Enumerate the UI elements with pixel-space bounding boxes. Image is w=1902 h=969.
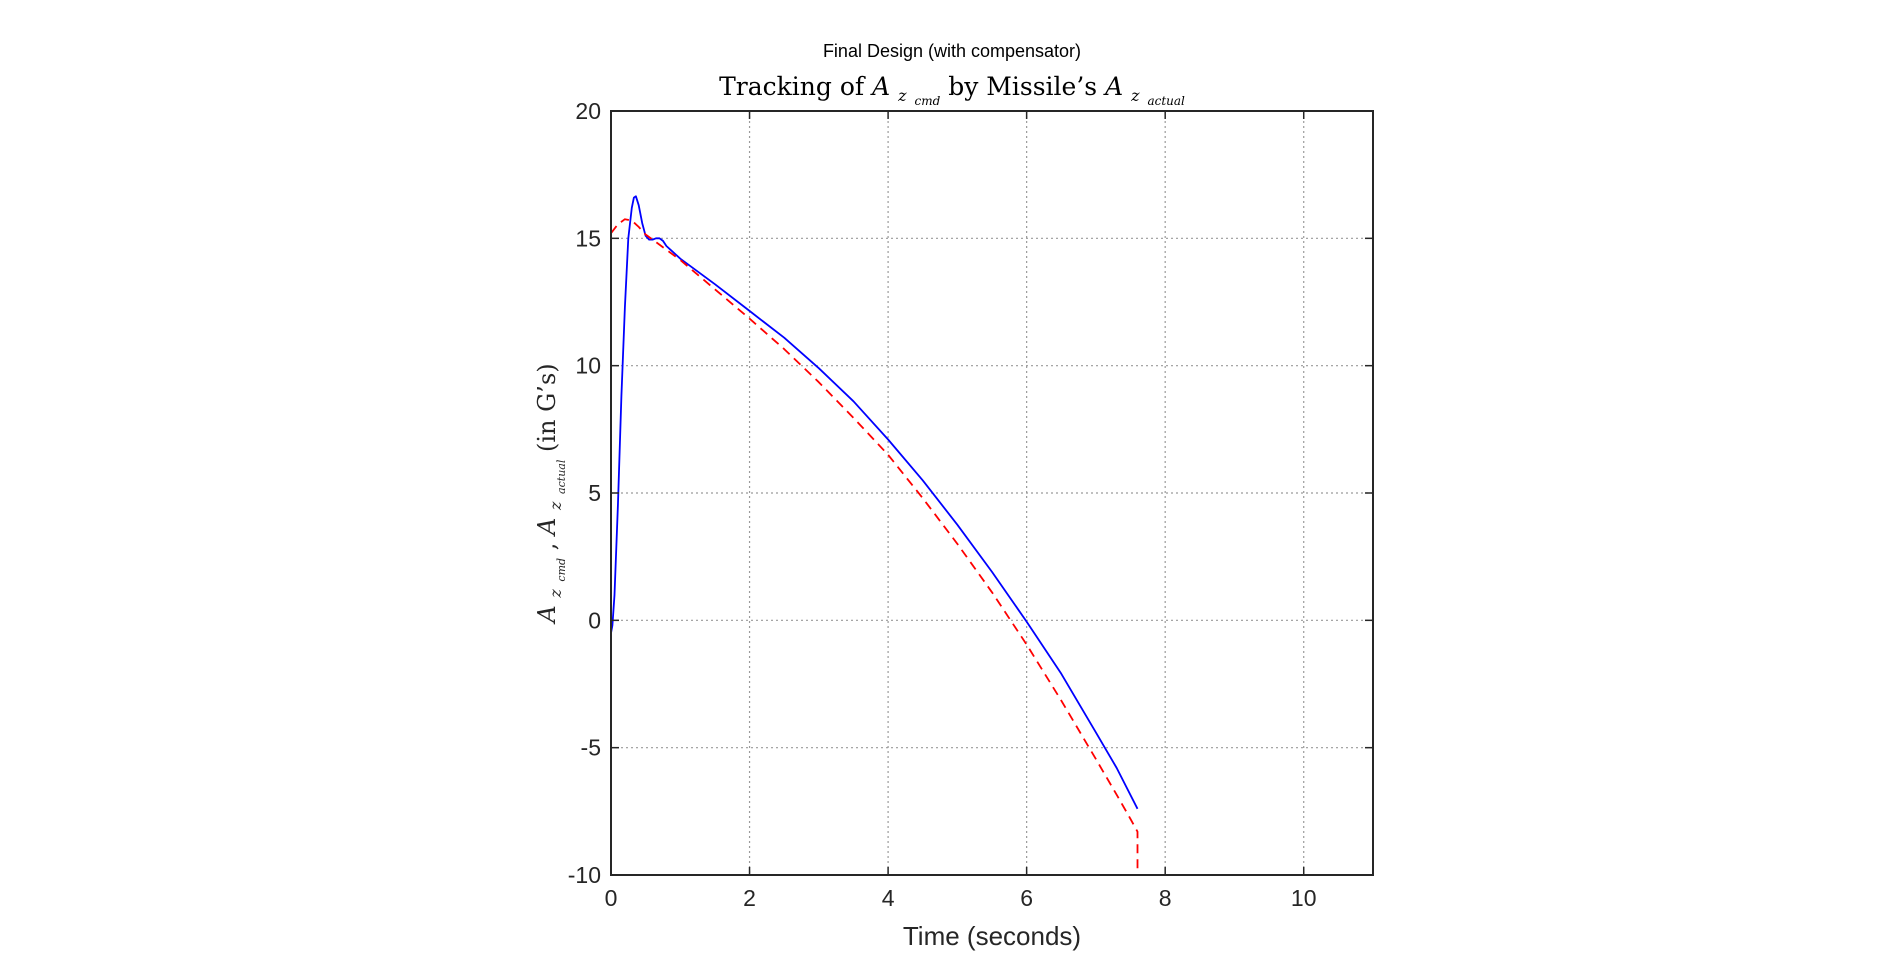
y-tick-label: 15 xyxy=(575,225,601,251)
tick-labels: 0 2 4 6 8 10 -10 -5 0 5 10 15 20 xyxy=(568,98,1317,911)
x-tick-label: 6 xyxy=(1020,885,1033,911)
ylabel-var2-base: A xyxy=(533,518,561,537)
title-var1-sub: z xyxy=(897,86,907,105)
x-tick-label: 4 xyxy=(882,885,895,911)
ylabel-var2-subsub: actual xyxy=(555,459,568,494)
series-line-actual xyxy=(611,195,1139,810)
y-axis-label: A z cmd , A z actual (in G’s) xyxy=(533,363,571,624)
y-tick-label: -10 xyxy=(568,862,601,888)
title-var1-subsub: cmd xyxy=(914,94,940,108)
axes-title: Tracking of A z cmd by Missile’s A z act… xyxy=(719,72,1185,111)
x-tick-label: 10 xyxy=(1291,885,1317,911)
y-tick-label: -5 xyxy=(581,735,601,761)
grid-lines xyxy=(611,111,1373,875)
ylabel-var2-sub: z xyxy=(546,501,565,511)
title-var2-base: A xyxy=(1103,72,1123,101)
title-var2-sub: z xyxy=(1130,86,1140,105)
figure-suptitle: Final Design (with compensator) xyxy=(823,41,1081,61)
y-tick-label: 0 xyxy=(588,607,601,633)
y-tick-label: 20 xyxy=(575,98,601,124)
x-axis-label: Time (seconds) xyxy=(903,921,1081,951)
title-middle: by Missile’s xyxy=(948,72,1105,101)
x-tick-label: 2 xyxy=(743,885,756,911)
title-var2-subsub: actual xyxy=(1147,94,1185,108)
series-line-cmd xyxy=(611,218,1139,875)
x-tick-label: 8 xyxy=(1159,885,1172,911)
ylabel-suffix: (in G’s) xyxy=(533,363,561,452)
ylabel-var1-sub: z xyxy=(546,589,565,599)
ylabel-sep: , xyxy=(533,543,561,551)
y-tick-label: 10 xyxy=(575,353,601,379)
tick-marks xyxy=(610,110,1373,876)
title-prefix: Tracking of xyxy=(719,72,872,101)
ylabel-var1-subsub: cmd xyxy=(555,558,568,582)
x-tick-label: 0 xyxy=(605,885,618,911)
title-var1-base: A xyxy=(870,72,890,101)
ylabel-var1-base: A xyxy=(533,605,561,624)
data-series xyxy=(611,195,1139,875)
y-axis-label-group: A z cmd , A z actual (in G’s) xyxy=(533,363,571,624)
y-tick-label: 5 xyxy=(588,480,601,506)
